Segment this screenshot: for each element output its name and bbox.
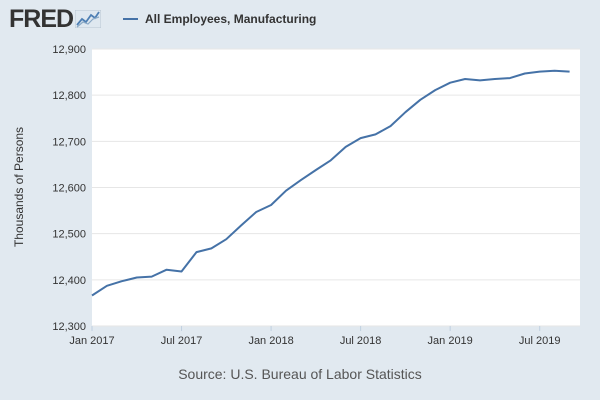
data-point[interactable] (448, 80, 453, 85)
y-tick-label: 12,800 (52, 90, 86, 102)
data-point[interactable] (492, 77, 497, 82)
data-point[interactable] (164, 267, 169, 272)
data-point[interactable] (313, 168, 318, 173)
y-tick-label: 12,700 (52, 136, 86, 148)
chart-legend[interactable]: All Employees, Manufacturing (123, 10, 316, 28)
data-point[interactable] (537, 69, 542, 74)
y-axis-tick-labels: 12,300 12,400 12,500 12,600 12,700 12,800 12,9… (52, 44, 86, 333)
source-note: Source: U.S. Bureau of Labor Statistics (0, 366, 600, 382)
data-point[interactable] (478, 78, 483, 83)
x-tick-label: Jul 2019 (519, 335, 561, 347)
data-point[interactable] (284, 188, 289, 193)
series-group (90, 68, 572, 298)
legend-swatch (123, 18, 138, 20)
y-tick-label: 12,600 (52, 183, 86, 195)
x-tick-label: Jul 2018 (340, 335, 382, 347)
data-point[interactable] (119, 279, 124, 284)
x-tick-label: Jan 2018 (248, 335, 293, 347)
data-point[interactable] (403, 110, 408, 115)
data-point[interactable] (90, 293, 95, 298)
data-point[interactable] (463, 77, 468, 82)
data-point[interactable] (224, 237, 229, 242)
logo-graph-icon (75, 10, 102, 28)
series-line[interactable] (91, 69, 570, 297)
legend-label: All Employees, Manufacturing (145, 12, 317, 26)
y-axis-title: Thousands of Persons (12, 127, 26, 247)
grid-lines (92, 48, 580, 327)
y-tick-label: 12,300 (52, 321, 86, 333)
data-point[interactable] (254, 210, 259, 215)
data-point[interactable] (373, 132, 378, 137)
y-tick-label: 12,500 (52, 229, 86, 241)
chart-header: FRED All Employees, Manufacturing (0, 0, 600, 40)
data-point[interactable] (343, 144, 348, 149)
fred-logo[interactable]: FRED (9, 5, 102, 33)
data-point[interactable] (433, 88, 438, 93)
data-point[interactable] (239, 223, 244, 228)
data-point[interactable] (358, 136, 363, 141)
x-tick-label: Jan 2017 (69, 335, 114, 347)
data-point[interactable] (388, 124, 393, 129)
x-axis-ticks: Jan 2017 Jul 2017 Jan 2018 Jul 2018 Jan 2019… (69, 326, 561, 347)
data-point[interactable] (104, 283, 109, 288)
data-point[interactable] (179, 269, 184, 274)
data-point[interactable] (269, 203, 274, 208)
logo-text: FRED (9, 5, 74, 33)
y-tick-label: 12,900 (52, 44, 86, 56)
data-point[interactable] (134, 275, 139, 280)
data-point[interactable] (194, 250, 199, 255)
data-point[interactable] (328, 158, 333, 163)
data-point[interactable] (507, 76, 512, 81)
x-tick-label: Jan 2019 (428, 335, 473, 347)
data-point[interactable] (298, 178, 303, 183)
y-tick-label: 12,400 (52, 275, 86, 287)
data-point[interactable] (552, 68, 557, 73)
source-text: Source: U.S. Bureau of Labor Statistics (178, 366, 422, 382)
data-point[interactable] (149, 274, 154, 279)
data-point[interactable] (522, 71, 527, 76)
data-point[interactable] (209, 246, 214, 251)
data-point[interactable] (418, 97, 423, 102)
data-point[interactable] (567, 69, 572, 74)
x-tick-label: Jul 2017 (161, 335, 203, 347)
